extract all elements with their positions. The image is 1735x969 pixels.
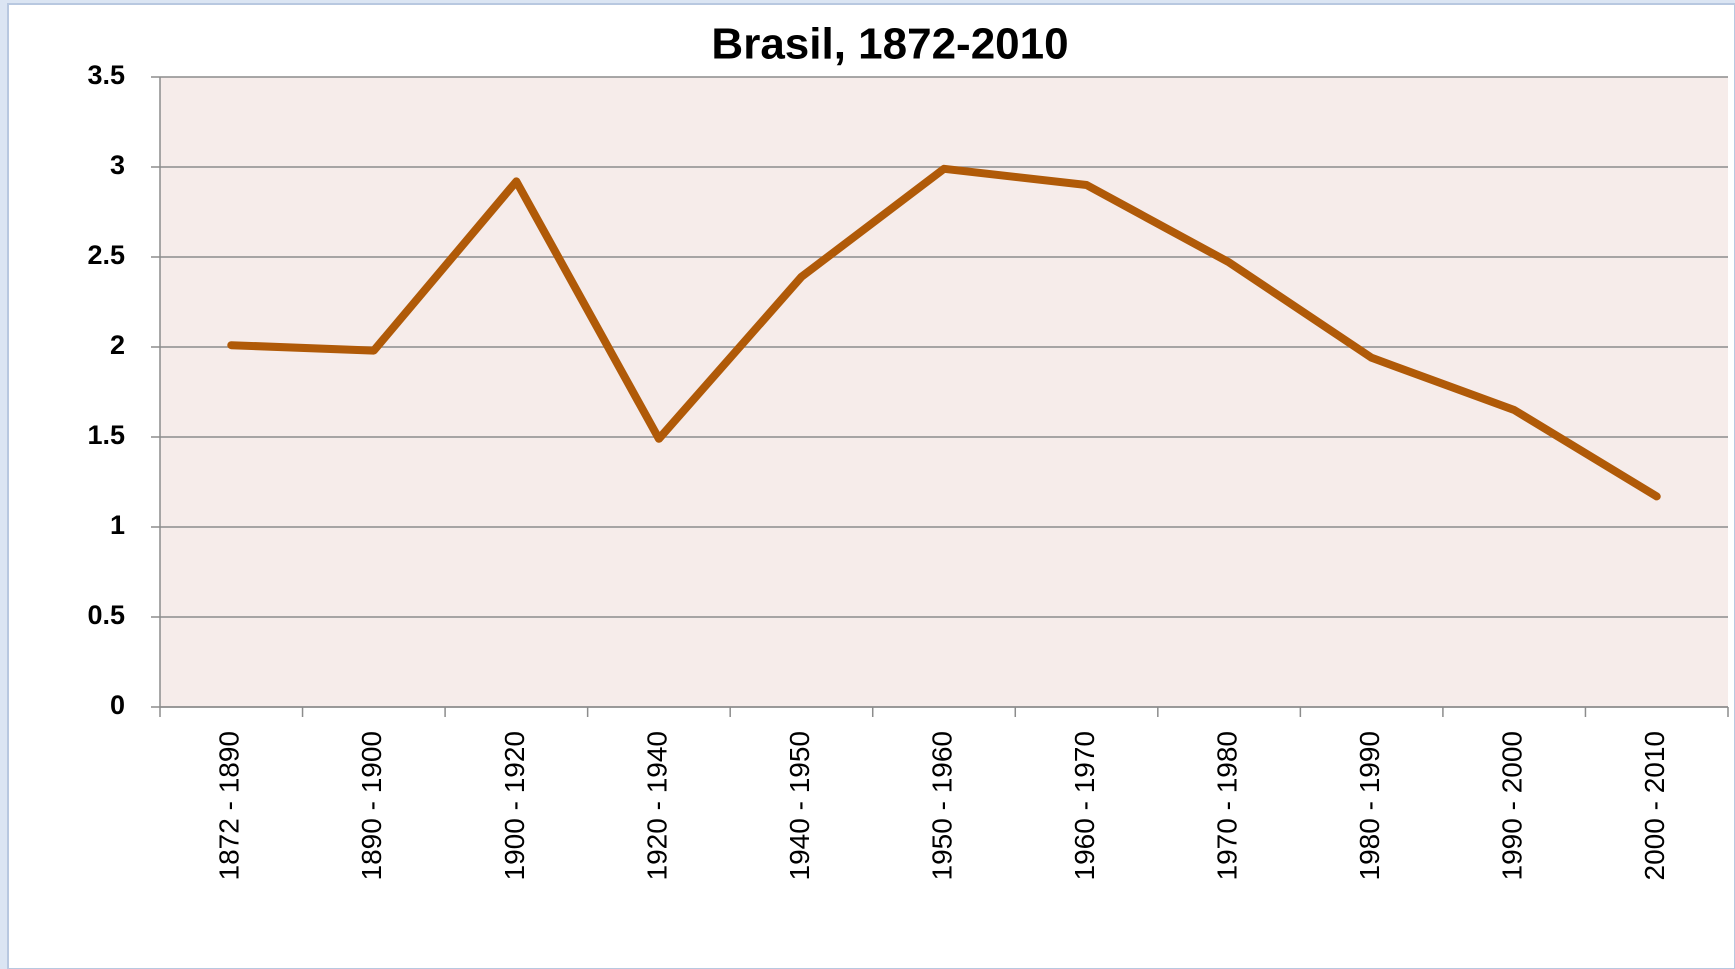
x-tick-label: 1890 - 1900 [356,731,387,880]
x-tick-label: 1940 - 1950 [784,731,815,880]
data-line [227,164,1661,501]
x-tick-label: 1980 - 1990 [1354,731,1385,880]
x-tick-label: 1920 - 1940 [641,731,672,880]
y-tick-label: 2 [110,330,125,360]
y-tick-label: 1 [110,510,125,540]
x-tick-label: 1970 - 1980 [1211,731,1242,880]
x-tick-label: 1990 - 2000 [1497,731,1528,880]
x-tick-label: 1960 - 1970 [1069,731,1100,880]
x-tick-label: 1900 - 1920 [499,731,530,880]
x-tick-label: 1950 - 1960 [926,731,957,880]
chart-title: Brasil, 1872-2010 [711,20,1068,69]
x-tick-label: 2000 - 2010 [1639,731,1670,880]
y-tick-label: 3 [110,150,125,180]
y-tick-label: 0 [110,690,125,720]
y-tick-label: 2.5 [87,240,125,270]
y-tick-label: 0.5 [87,600,125,630]
y-tick-label: 3.5 [87,60,125,90]
x-tick-label: 1872 - 1890 [214,731,245,880]
y-tick-label: 1.5 [87,420,125,450]
